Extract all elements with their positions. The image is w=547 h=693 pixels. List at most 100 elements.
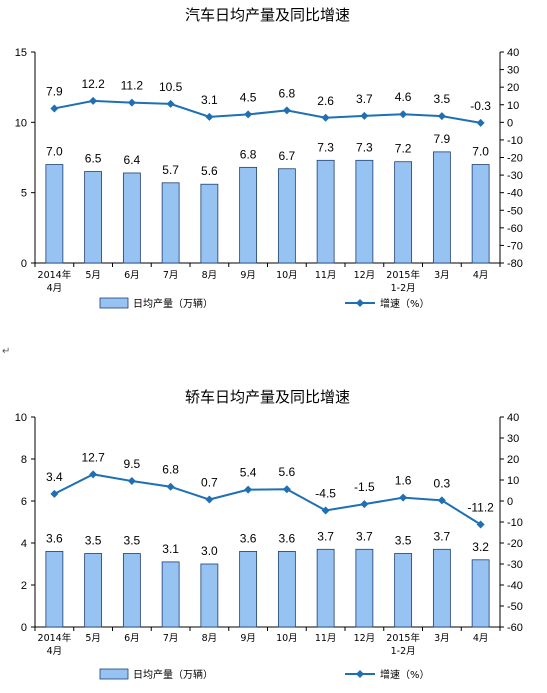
y-right-tick-label: 20 bbox=[507, 454, 519, 466]
growth-value-label: -1.5 bbox=[354, 480, 375, 494]
growth-value-label: 0.3 bbox=[434, 476, 451, 490]
bar bbox=[355, 159, 374, 264]
x-tick-label: 9月 bbox=[240, 270, 256, 281]
bar bbox=[394, 161, 413, 264]
growth-point bbox=[437, 112, 446, 121]
x-tick-label: 9月 bbox=[240, 633, 256, 644]
y-right-tick-label: 30 bbox=[507, 433, 519, 445]
bar bbox=[316, 159, 335, 264]
growth-value-label: 3.7 bbox=[356, 92, 373, 106]
y-right-tick-label: -30 bbox=[507, 559, 523, 571]
y-right-tick-label: 10 bbox=[507, 100, 519, 112]
y-right-tick-label: -10 bbox=[507, 135, 523, 147]
x-tick-label-line2: 4月 bbox=[47, 283, 63, 294]
y-right-tick-label: -70 bbox=[507, 240, 523, 252]
growth-value-label: 12.2 bbox=[81, 77, 105, 91]
bar bbox=[277, 551, 296, 628]
growth-value-label: 2.6 bbox=[317, 94, 334, 108]
bar-value-label: 3.2 bbox=[472, 540, 489, 554]
x-tick-label: 6月 bbox=[124, 270, 140, 281]
y-right-tick-label: -20 bbox=[507, 153, 523, 165]
bar bbox=[471, 559, 490, 628]
bar-value-label: 6.8 bbox=[240, 147, 257, 161]
bar-value-label: 3.7 bbox=[356, 529, 373, 543]
y-right-tick-label: 10 bbox=[507, 475, 519, 487]
x-tick-label: 11月 bbox=[315, 633, 337, 644]
growth-point bbox=[244, 110, 253, 119]
x-tick-label: 12月 bbox=[354, 270, 376, 281]
bar-value-label: 3.7 bbox=[434, 529, 451, 543]
x-tick-label: 12月 bbox=[354, 633, 376, 644]
legend-line-label: 增速（%） bbox=[380, 297, 430, 310]
x-tick-label: 7月 bbox=[163, 270, 179, 281]
growth-value-label: 9.5 bbox=[124, 457, 141, 471]
y-right-tick-label: -30 bbox=[507, 170, 523, 182]
bar bbox=[316, 548, 335, 628]
x-tick-label: 8月 bbox=[202, 633, 218, 644]
growth-point bbox=[127, 477, 136, 486]
growth-value-label: 3.1 bbox=[201, 93, 218, 107]
growth-point bbox=[476, 520, 485, 529]
bar bbox=[239, 166, 258, 264]
growth-value-label: 5.4 bbox=[240, 466, 257, 480]
growth-point bbox=[282, 106, 291, 115]
legend: 日均产量（万辆） 增速（%） bbox=[99, 297, 430, 310]
growth-point bbox=[50, 104, 59, 113]
x-tick-label: 3月 bbox=[434, 270, 450, 281]
growth-point bbox=[244, 485, 253, 494]
y-right-tick-label: 0 bbox=[507, 117, 513, 129]
bar-value-label: 6.7 bbox=[279, 149, 296, 163]
x-tick-label: 5月 bbox=[85, 270, 101, 281]
chart-1: 汽车日均产量及同比增速 0 5 10 15 40 30 20 10 0 -10 -20 -30 -40 -5… bbox=[15, 6, 523, 310]
growth-value-label: 0.7 bbox=[201, 476, 218, 490]
bar-value-label: 7.0 bbox=[46, 145, 63, 159]
bar-value-label: 3.1 bbox=[162, 542, 179, 556]
bar bbox=[45, 164, 64, 264]
y-right-tick-label: -50 bbox=[507, 601, 523, 613]
y-right-tick-label: -60 bbox=[507, 622, 523, 634]
bar bbox=[200, 183, 219, 264]
x-tick-label: 10月 bbox=[276, 633, 298, 644]
x-tick-label: 6月 bbox=[124, 633, 140, 644]
legend-line-marker bbox=[356, 670, 364, 678]
y-left-tick-label: 5 bbox=[21, 188, 27, 200]
bar bbox=[200, 563, 219, 628]
growth-value-label: -11.2 bbox=[467, 501, 494, 515]
bar bbox=[432, 151, 451, 264]
x-tick-label: 2014年 bbox=[38, 632, 72, 644]
legend-bar-swatch bbox=[99, 668, 129, 680]
growth-point bbox=[399, 110, 408, 119]
x-tick-label: 2014年 bbox=[38, 269, 72, 281]
x-tick-label: 10月 bbox=[276, 270, 298, 281]
y-right-tick-label: -10 bbox=[507, 517, 523, 529]
growth-point bbox=[282, 485, 291, 494]
x-tick-label: 8月 bbox=[202, 270, 218, 281]
growth-point bbox=[205, 112, 214, 121]
x-tick-label-line2: 1-2月 bbox=[391, 283, 416, 294]
growth-value-label: 6.8 bbox=[279, 86, 296, 100]
y-right-tick-label: 40 bbox=[507, 47, 519, 59]
legend-bar-swatch bbox=[99, 297, 129, 309]
bar bbox=[84, 553, 103, 628]
growth-value-label: 10.5 bbox=[159, 80, 183, 94]
growth-line bbox=[53, 473, 482, 526]
y-right-tick-label: 0 bbox=[507, 496, 513, 508]
y-left-tick-label: 10 bbox=[15, 117, 27, 129]
bar bbox=[355, 548, 374, 628]
legend-bar-label: 日均产量（万辆） bbox=[133, 297, 213, 310]
legend: 日均产量（万辆） 增速（%） bbox=[99, 668, 430, 681]
x-tick-label: 2015年 bbox=[386, 632, 420, 644]
y-left-tick-label: 4 bbox=[21, 538, 27, 550]
bar-value-label: 6.5 bbox=[85, 152, 102, 166]
bar bbox=[45, 551, 64, 628]
bar-value-label: 3.5 bbox=[85, 534, 102, 548]
y-left-tick-label: 0 bbox=[21, 258, 27, 270]
y-left-tick-label: 15 bbox=[15, 47, 27, 59]
y-right-tick-label: -80 bbox=[507, 258, 523, 270]
bar-value-label: 3.6 bbox=[240, 531, 257, 545]
bar bbox=[239, 551, 258, 628]
x-tick-label: 2015年 bbox=[386, 269, 420, 281]
y-left-tick-label: 10 bbox=[15, 412, 27, 424]
y-right-tick-label: -40 bbox=[507, 580, 523, 592]
